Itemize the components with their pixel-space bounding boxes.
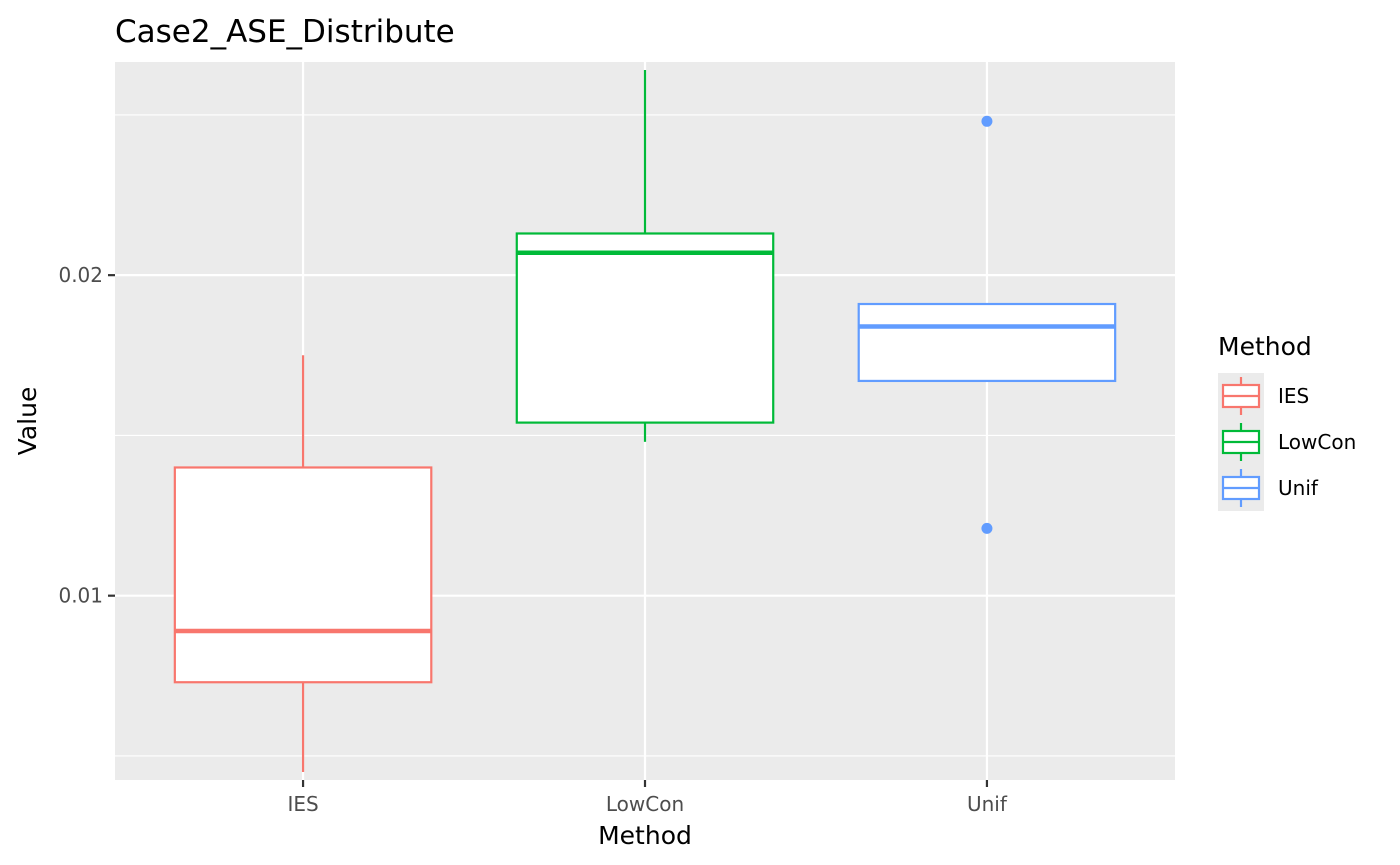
x-axis: IES LowCon Unif: [287, 780, 1008, 816]
box-layer: [173, 70, 1117, 772]
legend-item-ies: IES: [1218, 373, 1309, 419]
box-lowcon: [515, 70, 775, 442]
box-unif: [857, 115, 1117, 534]
legend-item-unif: Unif: [1218, 465, 1319, 511]
x-tick-label: LowCon: [606, 792, 684, 816]
box-iqr: [857, 302, 1117, 383]
legend: Method IES LowCon Unif: [1218, 332, 1356, 511]
legend-item-lowcon: LowCon: [1218, 419, 1356, 465]
outlier-point: [981, 115, 993, 127]
y-tick-label: 0.02: [58, 263, 103, 287]
x-tick-label: IES: [287, 792, 318, 816]
chart-title: Case2_ASE_Distribute: [115, 14, 455, 50]
y-tick-label: 0.01: [58, 584, 103, 608]
legend-label: Unif: [1278, 476, 1319, 500]
x-axis-title: Method: [598, 821, 692, 850]
outlier-point: [981, 522, 993, 534]
box-iqr: [173, 466, 433, 684]
legend-label: IES: [1278, 384, 1309, 408]
y-axis-title: Value: [13, 387, 42, 456]
x-tick-label: Unif: [967, 792, 1008, 816]
box-ies: [173, 355, 433, 772]
legend-title: Method: [1218, 332, 1312, 361]
box-iqr: [515, 232, 775, 424]
y-axis: 0.01 0.02: [58, 263, 115, 608]
legend-label: LowCon: [1278, 430, 1356, 454]
